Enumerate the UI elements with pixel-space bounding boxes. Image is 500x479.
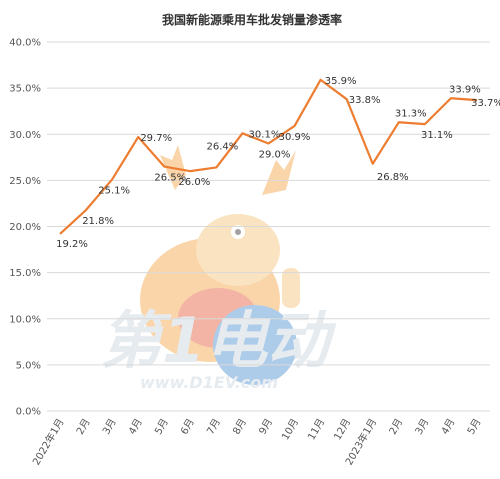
- y-tick-label: 10.0%: [9, 314, 41, 325]
- y-tick-label: 5.0%: [16, 360, 41, 371]
- y-tick-label: 40.0%: [9, 38, 41, 49]
- y-tick-label: 20.0%: [9, 222, 41, 233]
- y-tick-label: 30.0%: [9, 130, 41, 141]
- chart-title: 我国新能源乘用车批发销量渗透率: [162, 12, 342, 27]
- x-tick-label: 11月: [305, 417, 327, 443]
- data-label: 33.8%: [349, 95, 381, 106]
- data-label: 33.9%: [449, 84, 481, 95]
- x-tick-label: 8月: [230, 417, 249, 437]
- y-tick-label: 0.0%: [16, 407, 41, 418]
- x-tick-label: 2022年1月: [29, 416, 66, 467]
- data-label: 26.0%: [178, 177, 210, 188]
- x-tick-label: 7月: [204, 417, 223, 437]
- series-line: [59, 78, 478, 235]
- data-label: 21.8%: [82, 216, 114, 227]
- data-label: 26.8%: [377, 172, 409, 183]
- y-tick-label: 25.0%: [9, 176, 41, 187]
- x-tick-label: 9月: [257, 417, 276, 437]
- y-axis: 0.0% 5.0% 10.0% 15.0% 20.0% 25.0% 30.0% 35.0% 40…: [9, 38, 41, 418]
- data-label: 30.9%: [279, 132, 311, 143]
- data-labels: 19.2% 21.8% 25.1% 29.7% 26.5%26.0% 26.4% 30.1%…: [56, 76, 500, 250]
- x-tick-label: 3月: [100, 417, 119, 437]
- data-label: 30.1%: [249, 129, 281, 140]
- data-label: 26.5%: [154, 173, 186, 184]
- x-tick-label: 6月: [178, 417, 197, 437]
- data-label: 33.7%: [471, 98, 500, 109]
- watermark: 第1电动 www.D1EV.com: [100, 145, 337, 392]
- x-tick-label: 3月: [413, 417, 432, 437]
- y-tick-label: 35.0%: [9, 84, 41, 95]
- series-group: [59, 78, 478, 235]
- x-tick-label: 2月: [74, 417, 93, 437]
- data-label: 31.3%: [395, 108, 427, 119]
- data-label: 31.1%: [421, 130, 453, 141]
- data-label: 29.0%: [259, 149, 291, 160]
- watermark-url-text: www.D1EV.com: [140, 373, 278, 392]
- x-tick-label: 10月: [279, 417, 301, 443]
- grid: [47, 41, 490, 412]
- x-tick-label: 12月: [332, 417, 354, 443]
- x-tick-label: 5月: [465, 417, 484, 437]
- data-label: 29.7%: [140, 133, 172, 144]
- data-label: 19.2%: [56, 239, 88, 250]
- x-tick-label: 2月: [387, 417, 406, 437]
- x-tick-label: 4月: [126, 417, 145, 437]
- data-label: 26.4%: [206, 141, 238, 152]
- y-tick-label: 15.0%: [9, 268, 41, 279]
- watermark-brand-text: 第1电动: [100, 304, 337, 377]
- x-tick-label: 4月: [439, 417, 458, 437]
- x-tick-label: 5月: [152, 417, 171, 437]
- data-label: 25.1%: [98, 185, 130, 196]
- data-label: 35.9%: [325, 76, 357, 87]
